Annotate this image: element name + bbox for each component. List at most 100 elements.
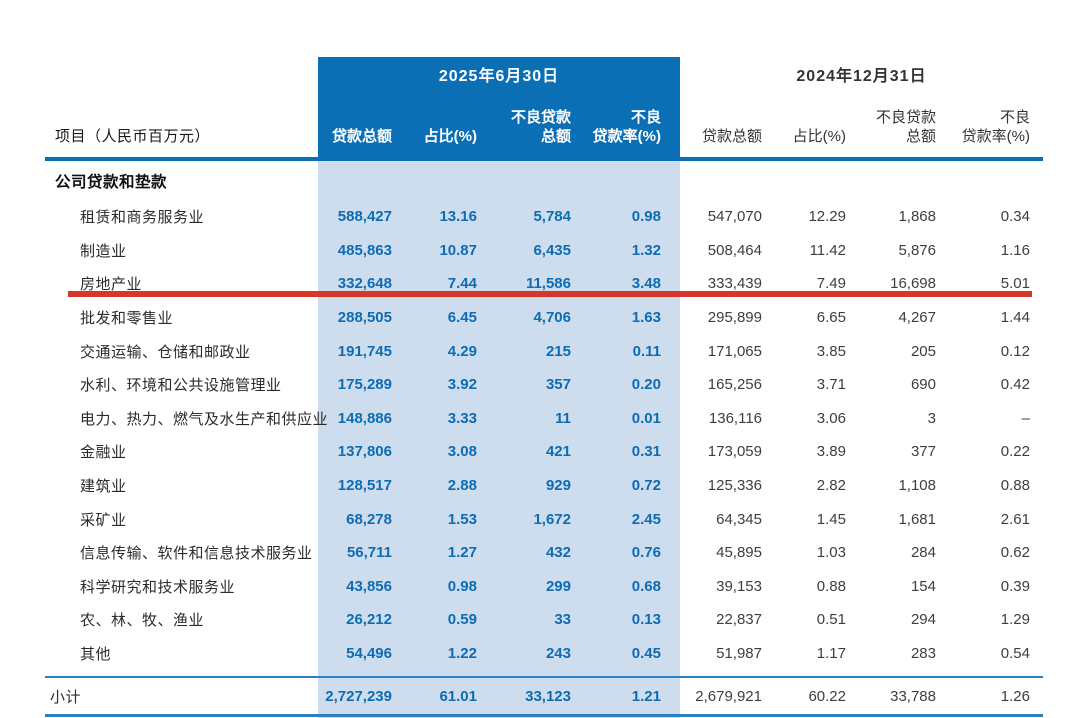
value-2025: 421 xyxy=(545,443,571,461)
col-header-text: 不良贷款 xyxy=(510,109,571,126)
industry-label: 房地产业 xyxy=(80,276,143,294)
value-2024: 1,108 xyxy=(898,477,936,495)
col-header-loans-total-2024: 贷款总额 xyxy=(680,91,764,157)
subtotal-value: 33,123 xyxy=(525,687,571,705)
value-2025: 0.98 xyxy=(631,208,661,226)
section-header-row: 公司贷款和垫款 xyxy=(45,161,1043,200)
value-2024: 3.85 xyxy=(816,342,846,360)
period-2024-title: 2024年12月31日 xyxy=(796,68,927,85)
value-2024: 1.17 xyxy=(816,645,846,663)
value-2024: – xyxy=(1021,409,1030,427)
value-2024: 0.34 xyxy=(1000,208,1030,226)
value-2024: 136,116 xyxy=(708,409,762,427)
value-2025: 2.88 xyxy=(447,477,477,495)
industry-label: 交通运输、仓储和邮政业 xyxy=(80,343,251,361)
value-2024: 4,267 xyxy=(898,309,936,327)
value-2024: 64,345 xyxy=(716,510,762,528)
industry-label: 批发和零售业 xyxy=(80,310,174,328)
value-2024: 1,681 xyxy=(898,510,936,528)
value-2025: 175,289 xyxy=(337,376,392,394)
value-2025: 11 xyxy=(555,409,571,427)
value-2025: 288,505 xyxy=(337,309,392,327)
value-2025: 485,863 xyxy=(337,241,392,259)
value-2024: 0.12 xyxy=(1000,342,1030,360)
value-2024: 0.88 xyxy=(816,577,846,595)
col-header-text: 不良 xyxy=(630,109,661,126)
value-2025: 0.98 xyxy=(447,577,477,595)
col-header-text: 占比(%) xyxy=(423,128,477,145)
value-2024: 3 xyxy=(927,409,936,427)
subtotal-label: 小计 xyxy=(50,688,82,706)
value-2025: 7.44 xyxy=(447,275,477,293)
value-2024: 547,070 xyxy=(707,208,762,226)
value-2025: 1.63 xyxy=(631,309,661,327)
value-2024: 1.45 xyxy=(816,510,846,528)
col-header-text: 贷款率(%) xyxy=(961,128,1030,145)
value-2025: 0.76 xyxy=(631,544,661,562)
col-header-text: 贷款总额 xyxy=(701,128,762,145)
value-2025: 332,648 xyxy=(337,275,392,293)
value-2025: 1.27 xyxy=(447,544,477,562)
value-2025: 128,517 xyxy=(337,477,392,495)
value-2024: 283 xyxy=(910,645,936,663)
value-2024: 39,153 xyxy=(716,577,762,595)
value-2025: 11,586 xyxy=(525,275,571,293)
header-divider-line xyxy=(45,157,1043,161)
value-2024: 7.49 xyxy=(816,275,846,293)
table-row: 建筑业 128,517 2.88 929 0.72 125,336 2.82 1,108 0.8… xyxy=(45,469,1043,503)
table-row: 水利、环境和公共设施管理业 175,289 3.92 357 0.20 165,256 3.… xyxy=(45,368,1043,402)
value-2024: 294 xyxy=(910,611,936,629)
value-2024: 125,336 xyxy=(707,477,762,495)
col-header-text: 贷款总额 xyxy=(331,128,392,145)
value-2024: 690 xyxy=(910,376,936,394)
col-header-text: 不良贷款 xyxy=(875,109,936,126)
value-2024: 5.01 xyxy=(1000,275,1030,293)
value-2024: 171,065 xyxy=(707,342,762,360)
col-header-text: 不良 xyxy=(999,109,1030,126)
value-2024: 2.61 xyxy=(1000,510,1030,528)
value-2025: 0.11 xyxy=(632,342,661,360)
subtotal-value: 61.01 xyxy=(439,687,477,705)
value-2025: 0.01 xyxy=(631,409,661,427)
value-2025: 5,784 xyxy=(533,208,571,226)
industry-label: 其他 xyxy=(80,646,112,664)
value-2025: 0.59 xyxy=(447,611,477,629)
table-body: 公司贷款和垫款 租赁和商务服务业 588,427 13.16 5,784 0.98 547… xyxy=(45,161,1043,670)
table-row: 金融业 137,806 3.08 421 0.31 173,059 3.89 377 0.22 xyxy=(45,435,1043,469)
industry-label: 租赁和商务服务业 xyxy=(80,209,205,227)
table-row: 科学研究和技术服务业 43,856 0.98 299 0.68 39,153 0.88 154… xyxy=(45,570,1043,604)
value-2025: 0.72 xyxy=(631,477,661,495)
industry-label: 电力、热力、燃气及水生产和供应业 xyxy=(80,410,329,428)
value-2025: 13.16 xyxy=(439,208,477,226)
table-row: 制造业 485,863 10.87 6,435 1.32 508,464 11.42 5,87… xyxy=(45,234,1043,268)
value-2025: 137,806 xyxy=(337,443,392,461)
value-2025: 43,856 xyxy=(346,577,392,595)
value-2024: 205 xyxy=(910,342,936,360)
value-2025: 243 xyxy=(545,645,571,663)
value-2024: 3.71 xyxy=(816,376,846,394)
value-2024: 1.29 xyxy=(1000,611,1030,629)
value-2025: 68,278 xyxy=(346,510,392,528)
value-2024: 11.42 xyxy=(809,241,846,259)
table-row: 交通运输、仓储和邮政业 191,745 4.29 215 0.11 171,065 3.85… xyxy=(45,334,1043,368)
value-2025: 3.33 xyxy=(447,409,477,427)
col-header-npl-total-2024: 不良贷款 总额 xyxy=(848,91,938,157)
value-2024: 284 xyxy=(910,544,936,562)
real-estate-red-underline xyxy=(68,291,1032,297)
value-2025: 299 xyxy=(545,577,571,595)
value-2025: 33 xyxy=(554,611,571,629)
value-2025: 1,672 xyxy=(533,510,571,528)
value-2025: 4.29 xyxy=(447,342,477,360)
value-2024: 0.54 xyxy=(1000,645,1030,663)
value-2025: 4,706 xyxy=(533,309,571,327)
value-2025: 0.45 xyxy=(631,645,661,663)
col-header-text: 占比(%) xyxy=(792,128,846,145)
table-row: 信息传输、软件和信息技术服务业 56,711 1.27 432 0.76 45,895 1.… xyxy=(45,536,1043,570)
value-2025: 6,435 xyxy=(533,241,571,259)
value-2025: 148,886 xyxy=(337,409,392,427)
value-2024: 6.65 xyxy=(816,309,846,327)
table-row-highlighted: 房地产业 332,648 7.44 11,586 3.48 333,439 7.49 16,6… xyxy=(45,267,1043,301)
table-row: 采矿业 68,278 1.53 1,672 2.45 64,345 1.45 1,681 2.6… xyxy=(45,502,1043,536)
value-2024: 5,876 xyxy=(898,241,936,259)
